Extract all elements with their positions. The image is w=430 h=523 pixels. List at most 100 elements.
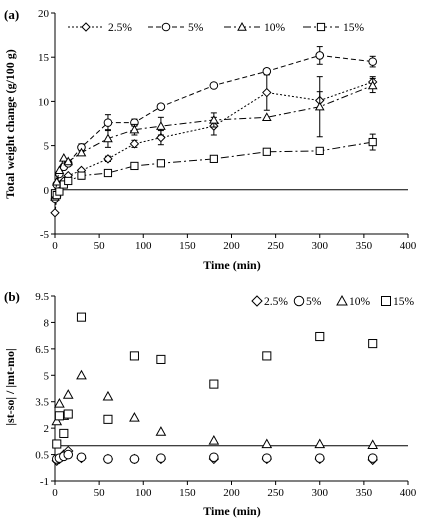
p1-legend-label: 15% bbox=[393, 296, 415, 308]
p0-y-tick-label: 15 bbox=[38, 52, 50, 64]
p0-series-diamond bbox=[50, 74, 378, 218]
p1-data-point bbox=[155, 426, 167, 436]
p1-data-point bbox=[76, 312, 87, 322]
p1-legend-label: 5% bbox=[306, 296, 322, 308]
p1-data-point bbox=[103, 454, 113, 464]
p0-data-point bbox=[103, 168, 113, 178]
p0-x-tick-label: 100 bbox=[135, 240, 152, 252]
p0-data-point bbox=[103, 133, 113, 143]
p1-data-point bbox=[367, 439, 379, 449]
p0-y-tick-label: 20 bbox=[38, 8, 50, 20]
p0-y-tick-label: 0 bbox=[44, 185, 50, 197]
p1-data-point bbox=[156, 453, 166, 463]
p0-data-point bbox=[262, 87, 272, 98]
chart-panel-b: (b) |st-so| / |mt-mo| Time (min) -1 0.5 2 3… bbox=[3, 289, 417, 518]
p1-data-point bbox=[314, 453, 325, 463]
p0-data-point bbox=[50, 208, 60, 218]
p0-x-tick-label: 150 bbox=[179, 240, 196, 252]
p1-data-point bbox=[129, 351, 139, 361]
p0-data-point bbox=[262, 147, 271, 156]
p1-data-point bbox=[103, 414, 113, 424]
p0-data-point bbox=[368, 137, 377, 147]
p0-data-point bbox=[156, 159, 166, 168]
p0-data-point bbox=[368, 57, 378, 66]
p1-x-tick-label: 200 bbox=[223, 487, 240, 499]
p1-data-point bbox=[62, 389, 74, 399]
p1-y-tick-label: 5 bbox=[44, 370, 50, 382]
p1-data-point bbox=[63, 449, 74, 460]
p0-series-line bbox=[54, 141, 373, 196]
panel-label-b: (b) bbox=[4, 289, 20, 304]
p1-data-point bbox=[209, 452, 219, 462]
p0-data-point bbox=[103, 118, 113, 127]
panel-label-a: (a) bbox=[4, 7, 19, 22]
p1-data-point bbox=[262, 351, 272, 361]
p0-y-tick-label: -5 bbox=[40, 229, 50, 241]
p1-legend-marker bbox=[293, 295, 305, 307]
p0-legend-label: 15% bbox=[343, 22, 365, 34]
p1-data-point bbox=[54, 411, 64, 421]
p0-x-tick-label: 400 bbox=[400, 240, 417, 252]
p0-data-point bbox=[103, 154, 113, 164]
p1-y-tick-label: 6.5 bbox=[35, 344, 49, 356]
p1-data-point bbox=[51, 415, 63, 426]
p0-legend-marker bbox=[161, 22, 171, 32]
p0-data-point bbox=[262, 67, 272, 76]
p0-data-point bbox=[64, 176, 73, 186]
p1-x-tick-label: 300 bbox=[312, 487, 329, 499]
p1-data-point bbox=[314, 438, 326, 449]
x-axis-label-a: Time (min) bbox=[203, 258, 260, 272]
p1-data-point bbox=[367, 453, 378, 463]
p1-x-tick-label: 400 bbox=[400, 487, 417, 499]
p1-x-tick-label: 250 bbox=[267, 487, 284, 499]
p0-data-point bbox=[129, 139, 140, 149]
p0-data-point bbox=[55, 187, 64, 196]
p0-x-tick-label: 0 bbox=[52, 240, 58, 252]
p1-data-point bbox=[59, 428, 69, 438]
p0-x-tick-label: 300 bbox=[312, 240, 329, 252]
chart-panel-a: (a) Total weight change (g/100 g) Time (… bbox=[3, 7, 417, 272]
p1-data-point bbox=[63, 409, 73, 419]
p1-y-tick-label: 9.5 bbox=[35, 291, 49, 303]
p1-x-tick-label: 0 bbox=[52, 487, 58, 499]
p0-data-point bbox=[156, 121, 166, 130]
p1-y-tick-label: 3.5 bbox=[35, 397, 49, 409]
p1-legend-marker bbox=[251, 295, 263, 307]
p0-x-tick-label: 350 bbox=[356, 240, 373, 252]
p0-data-point bbox=[77, 171, 86, 180]
p0-data-point bbox=[209, 114, 219, 124]
p1-data-point bbox=[262, 453, 272, 463]
p0-data-point bbox=[58, 152, 69, 162]
p0-series-square bbox=[50, 133, 377, 200]
p1-data-point bbox=[156, 354, 166, 364]
p1-x-tick-label: 150 bbox=[179, 487, 196, 499]
p1-y-tick-label: 0.5 bbox=[35, 450, 49, 462]
p0-data-point bbox=[54, 165, 65, 175]
y-axis-label-a: Total weight change (g/100 g) bbox=[3, 49, 17, 199]
p1-data-point bbox=[52, 439, 62, 449]
p1-data-point bbox=[208, 434, 220, 445]
p0-series-line bbox=[54, 81, 373, 213]
p1-data-point bbox=[129, 454, 140, 464]
p0-data-point bbox=[314, 101, 325, 111]
p0-data-point bbox=[209, 81, 219, 90]
p1-data-point bbox=[315, 331, 325, 342]
p0-data-point bbox=[367, 80, 378, 90]
p0-series-circle bbox=[50, 46, 378, 203]
p0-data-point bbox=[63, 156, 74, 166]
p1-series-circle bbox=[51, 449, 378, 464]
y-axis-label-b: |st-so| / |mt-mo| bbox=[3, 348, 17, 425]
p0-series-line bbox=[54, 85, 373, 197]
p1-series-square bbox=[52, 312, 378, 449]
p0-data-point bbox=[315, 51, 325, 60]
p0-legend-marker bbox=[237, 21, 247, 31]
p0-data-point bbox=[130, 161, 139, 171]
p0-y-tick-label: 10 bbox=[38, 96, 50, 108]
p1-data-point bbox=[54, 397, 65, 408]
p1-legend-marker bbox=[381, 296, 391, 306]
p1-data-point bbox=[102, 390, 114, 401]
p1-x-tick-label: 100 bbox=[135, 487, 152, 499]
p1-data-point bbox=[209, 379, 219, 389]
